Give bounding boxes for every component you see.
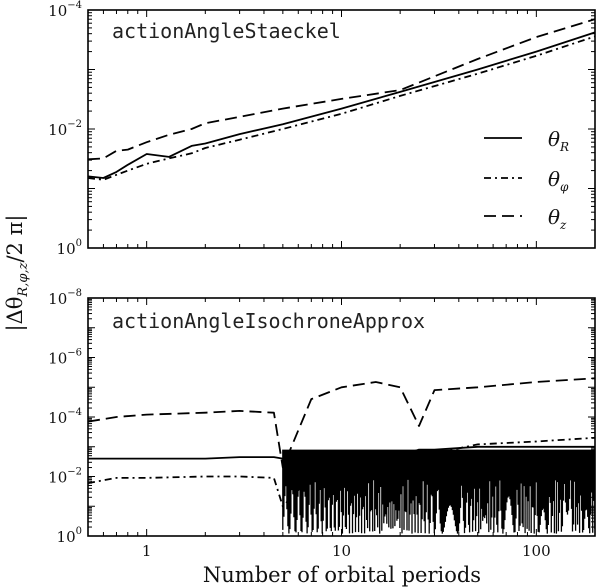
series-line-solid [87,31,596,179]
top-panel-title: actionAngleStaeckel [112,19,341,43]
top-ticks: 100 10−2 10−4 [48,0,596,258]
y-axis-label: |ΔθR,φ,z/2 π| [3,215,31,332]
top-axes-frame [87,9,596,249]
top-curves [87,18,596,181]
bottom-panel-title: actionAngleIsochroneApprox [112,309,425,333]
bottom-ticks: 100 10−2 10−4 10−6 10−8 1 10 100 [48,288,596,560]
bottom-panel: 100 10−2 10−4 10−6 10−8 1 10 100 actionAngleIso… [48,288,596,560]
x-tick-label: 10 [332,542,351,560]
y-tick-label: 10−2 [48,467,82,487]
legend-label-theta-phi: θφ [548,167,569,194]
x-axis-label: Number of orbital periods [203,563,481,587]
top-panel: 100 10−2 10−4 actionAngleStaeckel θR θφ θz [48,0,596,258]
series-line-dashdot [87,35,596,181]
y-tick-label: 10−8 [48,288,82,308]
oscillation-band [282,449,596,534]
y-tick-label: 10−2 [48,119,82,139]
x-tick-label: 1 [142,542,152,560]
y-tick-label: 10−4 [48,0,82,20]
y-tick-label: 10−4 [48,407,82,427]
y-tick-label: 100 [57,238,82,258]
y-tick-label: 10−6 [48,348,82,368]
legend-label-theta-r: θR [548,127,569,154]
bottom-curves [87,377,596,534]
legend: θR θφ θz [484,127,569,232]
x-tick-label: 100 [522,542,551,560]
y-tick-label: 100 [57,526,82,546]
series-line-dashed [87,377,596,469]
legend-label-theta-z: θz [548,205,567,232]
